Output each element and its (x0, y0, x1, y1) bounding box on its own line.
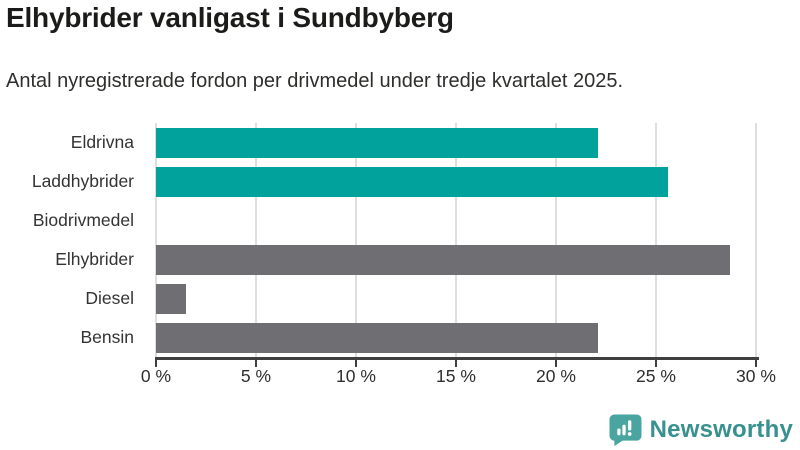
gridline (355, 123, 357, 357)
category-label-diesel: Diesel (85, 288, 134, 308)
x-axis-tick (555, 359, 557, 367)
bar-laddhybrider (156, 166, 668, 197)
bar-row (156, 123, 766, 162)
bar-diesel (156, 283, 186, 314)
bar-row (156, 201, 766, 240)
bar-row (156, 240, 766, 279)
chart-subtitle: Antal nyregistrerade fordon per drivmede… (6, 70, 624, 92)
x-axis-tick (155, 359, 157, 367)
x-axis-tick-label: 25 % (636, 366, 676, 386)
category-label-bensin: Bensin (80, 327, 134, 347)
plot-area (155, 123, 766, 357)
x-axis-tick (755, 359, 757, 367)
bar-row (156, 162, 766, 201)
bar-rows (156, 123, 766, 357)
bar-row (156, 318, 766, 357)
gridline (555, 123, 557, 357)
x-axis-tick-label: 20 % (536, 366, 576, 386)
x-axis-tick-label: 5 % (240, 366, 272, 386)
gridline (755, 123, 757, 357)
category-label-laddhybrider: Laddhybrider (31, 171, 134, 191)
newsworthy-wordmark: Newsworthy (649, 416, 793, 443)
bar-elhybrider (156, 244, 730, 275)
bar-eldrivna (156, 127, 598, 158)
bar-bensin (156, 322, 598, 353)
x-axis-tick-label: 30 % (736, 366, 776, 386)
category-axis-labels: Eldrivna Laddhybrider Biodrivmedel Elhybrid… (0, 123, 145, 357)
x-axis-line (155, 357, 759, 360)
category-label-biodrivmedel: Biodrivmedel (32, 210, 134, 230)
gridline (455, 123, 457, 357)
bar-row (156, 279, 766, 318)
x-axis-tick (355, 359, 357, 367)
gridline (155, 123, 157, 357)
gridline (255, 123, 257, 357)
x-axis-tick (455, 359, 457, 367)
x-axis-tick (255, 359, 257, 367)
x-axis-tick (655, 359, 657, 367)
x-axis-tick-label: 0 % (140, 366, 172, 386)
category-label-eldrivna: Eldrivna (70, 132, 134, 152)
chart-title: Elhybrider vanligast i Sundbyberg (6, 2, 454, 33)
category-label-elhybrider: Elhybrider (55, 249, 134, 269)
gridline (655, 123, 657, 357)
x-axis-tick-label: 15 % (436, 366, 476, 386)
newsworthy-icon (609, 414, 642, 446)
newsworthy-logo: Newsworthy (609, 414, 793, 446)
x-axis-tick-label: 10 % (336, 366, 376, 386)
